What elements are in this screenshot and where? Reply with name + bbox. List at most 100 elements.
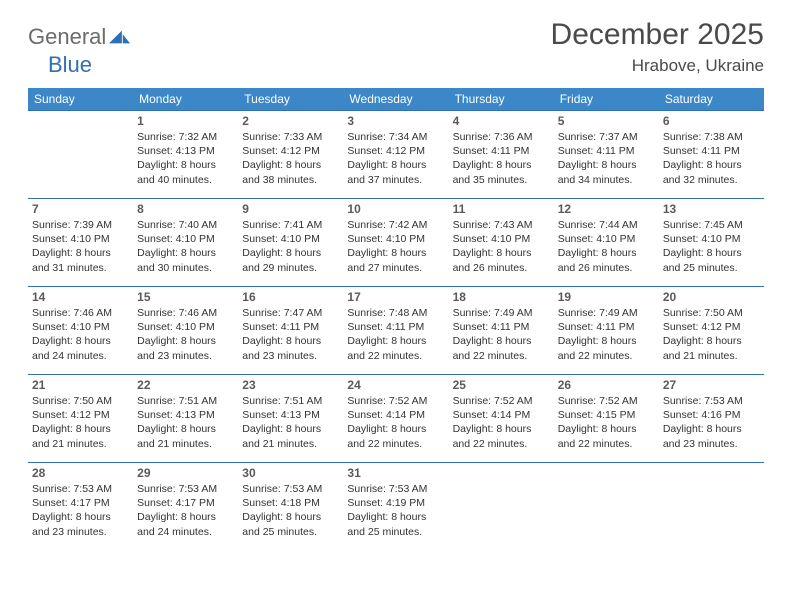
day-header: Monday — [133, 88, 238, 111]
day-header: Wednesday — [343, 88, 448, 111]
day-info: Sunrise: 7:44 AMSunset: 4:10 PMDaylight:… — [558, 218, 655, 275]
calendar-body: 1Sunrise: 7:32 AMSunset: 4:13 PMDaylight… — [28, 111, 764, 551]
calendar-day-cell: 1Sunrise: 7:32 AMSunset: 4:13 PMDaylight… — [133, 111, 238, 199]
calendar-day-cell: 6 Sunrise: 7:38 AMSunset: 4:11 PMDaylight… — [659, 111, 764, 199]
day-number: 29 — [137, 466, 234, 480]
day-info: Sunrise: 7:53 AMSunset: 4:19 PMDaylight:… — [347, 482, 444, 539]
calendar-day-cell: 29 Sunrise: 7:53 AMSunset: 4:17 PMDayligh… — [133, 463, 238, 551]
calendar-day-cell: 8 Sunrise: 7:40 AMSunset: 4:10 PMDaylight… — [133, 199, 238, 287]
calendar-day-cell: 22 Sunrise: 7:51 AMSunset: 4:13 PMDayligh… — [133, 375, 238, 463]
calendar-day-cell: 15 Sunrise: 7:46 AMSunset: 4:10 PMDayligh… — [133, 287, 238, 375]
calendar-day-cell: 23 Sunrise: 7:51 AMSunset: 4:13 PMDayligh… — [238, 375, 343, 463]
calendar-day-cell: 25 Sunrise: 7:52 AMSunset: 4:14 PMDayligh… — [449, 375, 554, 463]
day-number: 9 — [242, 202, 339, 216]
calendar-page: General December 2025 Hrabove, Ukraine B… — [0, 0, 792, 561]
day-number: 12 — [558, 202, 655, 216]
calendar-day-cell: 4 Sunrise: 7:36 AMSunset: 4:11 PMDaylight… — [449, 111, 554, 199]
day-number: 25 — [453, 378, 550, 392]
calendar-day-cell: 19 Sunrise: 7:49 AMSunset: 4:11 PMDayligh… — [554, 287, 659, 375]
calendar-day-cell: 30Sunrise: 7:53 AMSunset: 4:18 PMDayligh… — [238, 463, 343, 551]
calendar-week-row: 7 Sunrise: 7:39 AMSunset: 4:10 PMDaylight… — [28, 199, 764, 287]
day-info: Sunrise: 7:36 AMSunset: 4:11 PMDaylight:… — [453, 130, 550, 187]
day-info: Sunrise: 7:45 AMSunset: 4:10 PMDaylight:… — [663, 218, 760, 275]
day-info: Sunrise: 7:53 AMSunset: 4:18 PMDaylight:… — [242, 482, 339, 539]
calendar-day-cell: 24 Sunrise: 7:52 AMSunset: 4:14 PMDayligh… — [343, 375, 448, 463]
calendar-day-cell: 11Sunrise: 7:43 AMSunset: 4:10 PMDayligh… — [449, 199, 554, 287]
day-number: 5 — [558, 114, 655, 128]
logo-word2: Blue — [28, 52, 92, 77]
logo: General — [28, 18, 133, 50]
day-info: Sunrise: 7:39 AMSunset: 4:10 PMDaylight:… — [32, 218, 129, 275]
day-info: Sunrise: 7:38 AMSunset: 4:11 PMDaylight:… — [663, 130, 760, 187]
day-number: 22 — [137, 378, 234, 392]
calendar-day-cell: 28 Sunrise: 7:53 AMSunset: 4:17 PMDayligh… — [28, 463, 133, 551]
day-number: 8 — [137, 202, 234, 216]
day-header: Saturday — [659, 88, 764, 111]
day-info: Sunrise: 7:51 AMSunset: 4:13 PMDaylight:… — [242, 394, 339, 451]
day-header: Tuesday — [238, 88, 343, 111]
day-info: Sunrise: 7:53 AMSunset: 4:16 PMDaylight:… — [663, 394, 760, 451]
day-info: Sunrise: 7:41 AMSunset: 4:10 PMDaylight:… — [242, 218, 339, 275]
calendar-week-row: 14 Sunrise: 7:46 AMSunset: 4:10 PMDayligh… — [28, 287, 764, 375]
day-info: Sunrise: 7:49 AMSunset: 4:11 PMDaylight:… — [558, 306, 655, 363]
day-number: 2 — [242, 114, 339, 128]
day-header: Sunday — [28, 88, 133, 111]
day-info: Sunrise: 7:47 AMSunset: 4:11 PMDaylight:… — [242, 306, 339, 363]
day-number: 24 — [347, 378, 444, 392]
day-number: 13 — [663, 202, 760, 216]
day-info: Sunrise: 7:49 AMSunset: 4:11 PMDaylight:… — [453, 306, 550, 363]
day-info: Sunrise: 7:51 AMSunset: 4:13 PMDaylight:… — [137, 394, 234, 451]
day-number: 31 — [347, 466, 444, 480]
day-number: 28 — [32, 466, 129, 480]
day-number: 27 — [663, 378, 760, 392]
calendar-day-cell: 27 Sunrise: 7:53 AMSunset: 4:16 PMDayligh… — [659, 375, 764, 463]
day-info: Sunrise: 7:52 AMSunset: 4:14 PMDaylight:… — [453, 394, 550, 451]
day-number: 4 — [453, 114, 550, 128]
day-number: 14 — [32, 290, 129, 304]
calendar-day-cell: 20 Sunrise: 7:50 AMSunset: 4:12 PMDayligh… — [659, 287, 764, 375]
calendar-day-cell: 12 Sunrise: 7:44 AMSunset: 4:10 PMDayligh… — [554, 199, 659, 287]
day-number: 3 — [347, 114, 444, 128]
calendar-day-cell: 5 Sunrise: 7:37 AMSunset: 4:11 PMDaylight… — [554, 111, 659, 199]
calendar-day-cell — [554, 463, 659, 551]
day-number: 26 — [558, 378, 655, 392]
calendar-day-cell: 7 Sunrise: 7:39 AMSunset: 4:10 PMDaylight… — [28, 199, 133, 287]
day-number: 18 — [453, 290, 550, 304]
day-info: Sunrise: 7:32 AMSunset: 4:13 PMDaylight:… — [137, 130, 234, 187]
day-number: 7 — [32, 202, 129, 216]
logo-triangle-icon — [109, 28, 131, 46]
calendar-week-row: 28 Sunrise: 7:53 AMSunset: 4:17 PMDayligh… — [28, 463, 764, 551]
day-number: 21 — [32, 378, 129, 392]
day-info: Sunrise: 7:34 AMSunset: 4:12 PMDaylight:… — [347, 130, 444, 187]
calendar-day-cell — [28, 111, 133, 199]
day-info: Sunrise: 7:37 AMSunset: 4:11 PMDaylight:… — [558, 130, 655, 187]
calendar-day-cell: 9 Sunrise: 7:41 AMSunset: 4:10 PMDaylight… — [238, 199, 343, 287]
day-info: Sunrise: 7:52 AMSunset: 4:14 PMDaylight:… — [347, 394, 444, 451]
calendar-table: SundayMondayTuesdayWednesdayThursdayFrid… — [28, 88, 764, 551]
logo-word1: General — [28, 24, 106, 50]
calendar-day-cell: 2 Sunrise: 7:33 AMSunset: 4:12 PMDaylight… — [238, 111, 343, 199]
day-info: Sunrise: 7:40 AMSunset: 4:10 PMDaylight:… — [137, 218, 234, 275]
calendar-day-cell: 16Sunrise: 7:47 AMSunset: 4:11 PMDayligh… — [238, 287, 343, 375]
day-info: Sunrise: 7:46 AMSunset: 4:10 PMDaylight:… — [137, 306, 234, 363]
day-number: 17 — [347, 290, 444, 304]
day-number: 6 — [663, 114, 760, 128]
day-header: Thursday — [449, 88, 554, 111]
day-info: Sunrise: 7:53 AMSunset: 4:17 PMDaylight:… — [137, 482, 234, 539]
day-info: Sunrise: 7:53 AMSunset: 4:17 PMDaylight:… — [32, 482, 129, 539]
calendar-day-cell — [449, 463, 554, 551]
day-number: 23 — [242, 378, 339, 392]
calendar-day-cell: 17Sunrise: 7:48 AMSunset: 4:11 PMDayligh… — [343, 287, 448, 375]
calendar-header-row: SundayMondayTuesdayWednesdayThursdayFrid… — [28, 88, 764, 111]
day-number: 11 — [453, 202, 550, 216]
day-number: 19 — [558, 290, 655, 304]
day-info: Sunrise: 7:50 AMSunset: 4:12 PMDaylight:… — [32, 394, 129, 451]
day-number: 15 — [137, 290, 234, 304]
calendar-day-cell: 31 Sunrise: 7:53 AMSunset: 4:19 PMDayligh… — [343, 463, 448, 551]
day-info: Sunrise: 7:46 AMSunset: 4:10 PMDaylight:… — [32, 306, 129, 363]
calendar-day-cell: 10Sunrise: 7:42 AMSunset: 4:10 PMDayligh… — [343, 199, 448, 287]
day-number: 20 — [663, 290, 760, 304]
day-info: Sunrise: 7:50 AMSunset: 4:12 PMDaylight:… — [663, 306, 760, 363]
day-info: Sunrise: 7:42 AMSunset: 4:10 PMDaylight:… — [347, 218, 444, 275]
day-info: Sunrise: 7:33 AMSunset: 4:12 PMDaylight:… — [242, 130, 339, 187]
